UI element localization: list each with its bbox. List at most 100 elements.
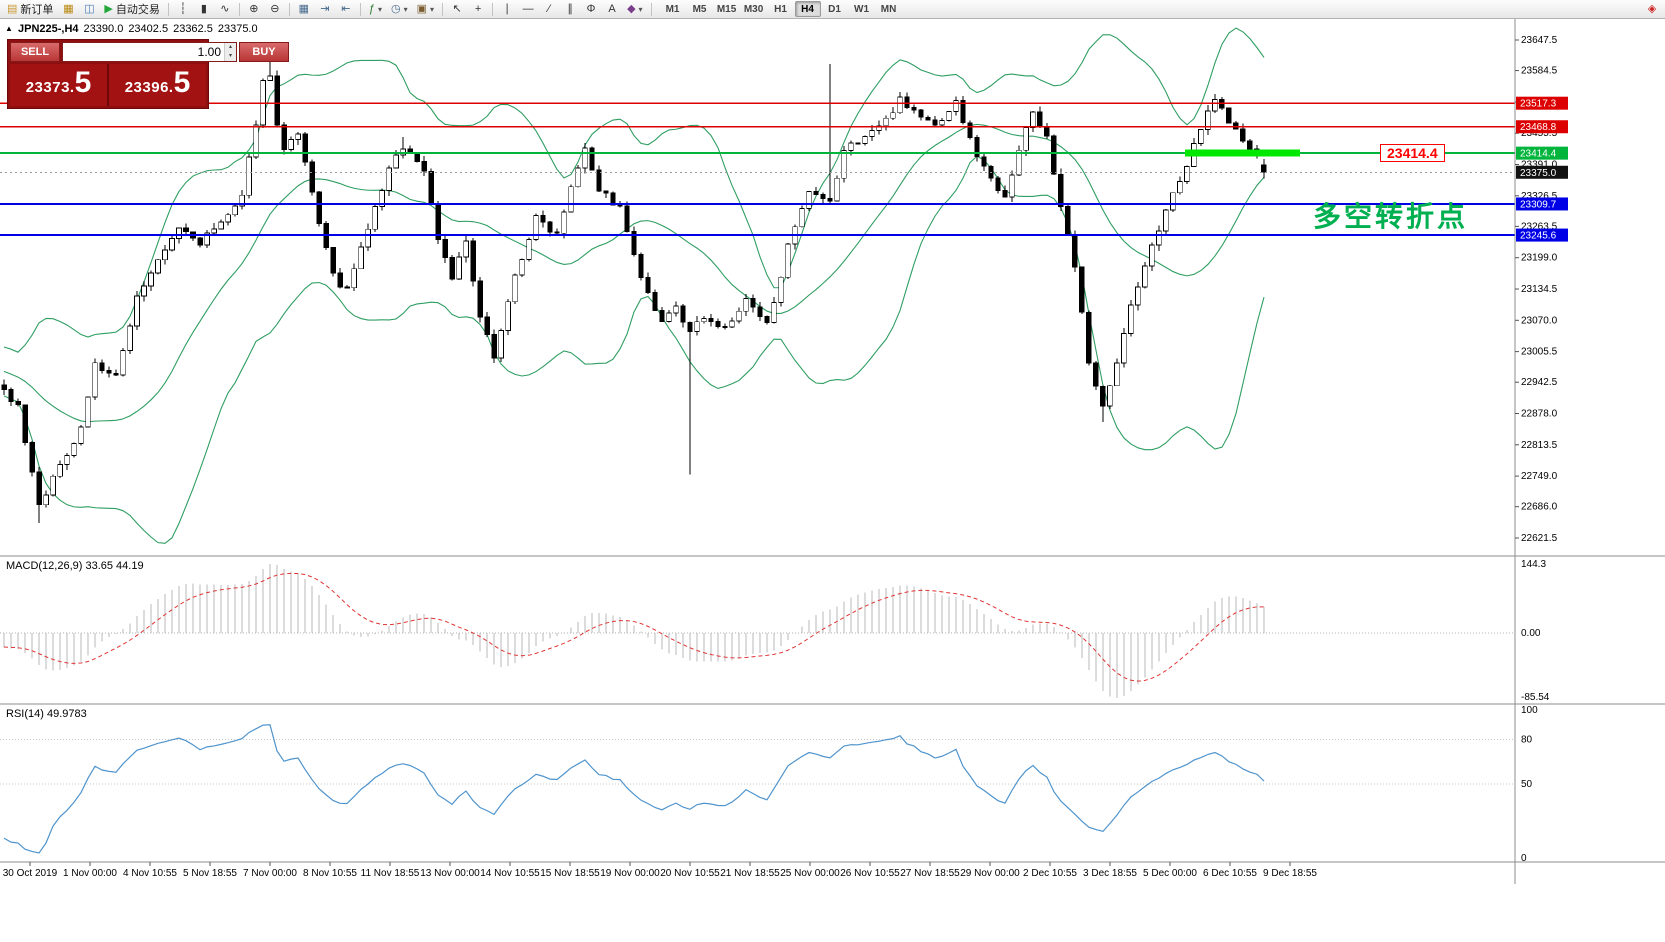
ask-price[interactable]: 23396. 5	[109, 64, 206, 106]
templates-icon[interactable]: ▣ ▾	[413, 1, 438, 17]
svg-text:29 Nov 00:00: 29 Nov 00:00	[960, 868, 1020, 879]
svg-text:4 Nov 10:55: 4 Nov 10:55	[123, 868, 177, 879]
volume-stepper: ▴ ▾	[62, 42, 237, 62]
caret-icon: ▾	[430, 4, 435, 14]
volume-up-icon[interactable]: ▴	[225, 43, 236, 52]
autotrading-button[interactable]: ▶ 自动交易	[100, 1, 163, 17]
time-axis[interactable]: 30 Oct 2019 1 Nov 00:00 4 Nov 10:55 5 Nov 1…	[3, 862, 1318, 879]
bid-price[interactable]: 23373. 5	[10, 64, 109, 106]
bar-chart-icon-glyph: ┆	[179, 2, 187, 15]
svg-text:19 Nov 00:00: 19 Nov 00:00	[600, 868, 660, 879]
axis-badge-23517.3: 23517.3	[1516, 96, 1568, 110]
zoom-out-icon[interactable]: ⊖	[265, 1, 285, 17]
svg-text:23326.5: 23326.5	[1521, 191, 1558, 202]
timeframe-m5[interactable]: M5	[692, 3, 707, 15]
new-order-button[interactable]: ▤ 新订单	[3, 1, 57, 17]
toolbar-separator	[650, 2, 652, 16]
svg-text:13 Nov 00:00: 13 Nov 00:00	[420, 868, 480, 879]
candlestick-chart-icon-glyph: ▮	[200, 2, 207, 15]
volume-spin-buttons: ▴ ▾	[224, 43, 236, 61]
svg-text:1 Nov 00:00: 1 Nov 00:00	[63, 868, 117, 879]
macd-signal-line	[3, 572, 1265, 682]
autotrading-button-label: 自动交易	[115, 4, 160, 16]
svg-text:30 Oct 2019: 30 Oct 2019	[3, 868, 58, 879]
volume-input[interactable]	[63, 43, 224, 61]
timeframe-m30[interactable]: M30	[743, 3, 764, 15]
rsi-label: RSI(14) 49.9783	[6, 708, 87, 720]
axis-badge-23414.4: 23414.4	[1516, 146, 1568, 160]
toolbar-separator	[492, 2, 494, 16]
vertical-line-icon[interactable]: ∣	[497, 1, 517, 17]
profiles-icon[interactable]: ◫	[79, 1, 99, 17]
svg-text:23584.5: 23584.5	[1521, 66, 1558, 77]
toolbar-separator	[238, 2, 240, 16]
one-click-panel-toggle-icon[interactable]: ▲	[5, 24, 13, 33]
indicators-icon[interactable]: ƒ ▾	[365, 1, 386, 17]
volume-down-icon[interactable]: ▾	[225, 52, 236, 61]
zoom-in-icon[interactable]: ⊕	[244, 1, 264, 17]
equidistant-channel-icon[interactable]: ∥	[560, 1, 580, 17]
charts-window-icon[interactable]: ▦	[58, 1, 78, 17]
vertical-line-icon-glyph: ∣	[504, 2, 510, 15]
toolbar-separator	[442, 2, 444, 16]
timeframe-w1[interactable]: W1	[854, 3, 870, 15]
timeframe-h1[interactable]: H1	[774, 3, 787, 15]
svg-text:-85.54: -85.54	[1521, 692, 1550, 703]
svg-text:0: 0	[1521, 853, 1527, 864]
crosshair-icon-glyph: +	[474, 2, 482, 15]
svg-text:3 Dec 18:55: 3 Dec 18:55	[1083, 868, 1137, 879]
svg-text:2 Dec 10:55: 2 Dec 10:55	[1023, 868, 1077, 879]
one-click-trading-panel: SELL ▴ ▾ BUY 23373.5 23396.5	[8, 40, 289, 108]
cursor-icon[interactable]: ↖	[447, 1, 467, 17]
symbol-period-label: JPN225-,H4	[18, 23, 79, 35]
timeframe-m1[interactable]: M1	[665, 3, 680, 15]
chart-shift-icon[interactable]: ⇤	[336, 1, 356, 17]
svg-text:22813.5: 22813.5	[1521, 440, 1558, 451]
bid-price-main: 23373.	[25, 79, 75, 96]
svg-text:0.00: 0.00	[1521, 628, 1541, 639]
alert-icon[interactable]: ◈	[1642, 1, 1662, 17]
svg-text:9 Dec 18:55: 9 Dec 18:55	[1263, 868, 1317, 879]
svg-text:23468.8: 23468.8	[1520, 122, 1557, 133]
svg-text:23134.5: 23134.5	[1521, 284, 1558, 295]
candlestick-chart-icon[interactable]: ▮	[194, 1, 214, 17]
trendline-icon-glyph: ∕	[548, 2, 550, 15]
periods-icon[interactable]: ◷ ▾	[387, 1, 412, 17]
horizontal-line-icon-glyph: ―	[522, 2, 534, 15]
fibonacci-icon[interactable]: Φ	[581, 1, 601, 17]
svg-text:20 Nov 10:55: 20 Nov 10:55	[660, 868, 720, 879]
svg-text:27 Nov 18:55: 27 Nov 18:55	[900, 868, 960, 879]
ohlc-high: 23402.5	[128, 23, 169, 35]
tile-windows-icon[interactable]: ▦	[294, 1, 314, 17]
text-icon[interactable]: A	[602, 1, 622, 17]
ask-price-big-digit: 5	[173, 66, 191, 99]
ohlc-close: 23375.0	[217, 23, 258, 35]
macd-histogram	[3, 564, 1265, 698]
price-axis[interactable]: 23647.523584.523520.023455.523391.023326…	[1514, 18, 1568, 884]
pivot-annotation-text[interactable]: 多空转折点	[1313, 201, 1469, 232]
horizontal-line-icon[interactable]: ―	[518, 1, 538, 17]
ask-price-main: 23396.	[124, 79, 174, 96]
svg-text:50: 50	[1521, 779, 1533, 790]
svg-text:144.3: 144.3	[1521, 559, 1546, 570]
line-chart-icon[interactable]: ∿	[215, 1, 235, 17]
timeframe-h4[interactable]: H4	[794, 1, 821, 17]
svg-text:23005.5: 23005.5	[1521, 347, 1558, 358]
fibonacci-icon-glyph: Φ	[586, 2, 596, 15]
auto-scroll-icon[interactable]: ⇥	[315, 1, 335, 17]
arrows-tools-icon[interactable]: ◆ ▾	[623, 1, 646, 17]
timeframe-m15[interactable]: M15	[716, 3, 737, 15]
sell-button[interactable]: SELL	[10, 42, 60, 62]
crosshair-icon[interactable]: +	[468, 1, 488, 17]
price-level-label[interactable]: 23414.4	[1380, 144, 1445, 162]
buy-button[interactable]: BUY	[239, 42, 289, 62]
text-icon-glyph: A	[608, 2, 616, 15]
timeframe-d1[interactable]: D1	[828, 3, 841, 15]
horizontal-level-lines	[0, 102, 1515, 237]
chart-canvas[interactable]: 23647.523584.523520.023455.523391.023326…	[0, 18, 1665, 942]
trendline-icon[interactable]: ∕	[539, 1, 559, 17]
timeframe-mn[interactable]: MN	[880, 3, 897, 15]
macd-label: MACD(12,26,9) 33.65 44.19	[6, 560, 144, 572]
bar-chart-icon[interactable]: ┆	[173, 1, 193, 17]
svg-text:23517.3: 23517.3	[1520, 99, 1557, 110]
